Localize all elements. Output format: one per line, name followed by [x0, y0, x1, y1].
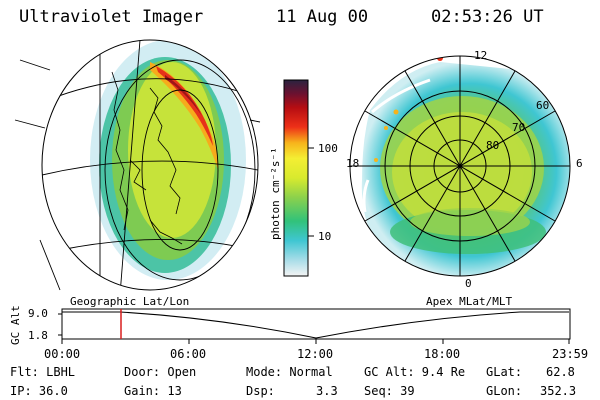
colorbar-tick-10: 10: [318, 230, 332, 243]
mlt-label-top: 12: [474, 49, 488, 62]
mlt-label-bottom: 0: [465, 277, 472, 290]
timeline-xtick-4: 23:59: [552, 347, 589, 361]
colorbar-tick-100: 100: [318, 142, 338, 155]
timeline-xtick-2: 12:00: [297, 347, 334, 361]
dsp-label: Dsp:: [246, 384, 275, 398]
gain-status: Gain: 13: [124, 384, 182, 398]
date-label: 11 Aug 00: [276, 7, 369, 27]
mlat-label-80: 80: [486, 139, 500, 152]
glat-label: GLat:: [486, 365, 523, 379]
glon-value: 352.3: [540, 384, 577, 398]
timeline-xtick-3: 18:00: [424, 347, 461, 361]
mlt-label-left: 18: [346, 157, 360, 170]
glon-label: GLon:: [486, 384, 523, 398]
left-panel-label: Geographic Lat/Lon: [70, 295, 190, 308]
gc-alt-status: GC Alt: 9.4 Re: [364, 365, 466, 379]
timeline-axis-label: GC Alt: [9, 305, 22, 345]
timeline-xtick-0: 00:00: [44, 347, 81, 361]
door-status: Door: Open: [124, 365, 197, 379]
ip-status: IP: 36.0: [10, 384, 68, 398]
polar-image: [349, 55, 571, 277]
mlt-label-right: 6: [576, 157, 583, 170]
colorbar-unit-label: photon cm⁻²s⁻¹: [269, 147, 282, 240]
mode-status: Mode: Normal: [246, 365, 333, 379]
timeline-ytick-high: 9.0: [28, 307, 48, 320]
seq-status: Seq: 39: [364, 384, 415, 398]
dsp-value: 3.3: [316, 384, 338, 398]
colorbar: [283, 79, 314, 277]
timeline-xtick-1: 06:00: [170, 347, 207, 361]
glat-value: 62.8: [546, 365, 575, 379]
time-label: 02:53:26 UT: [431, 7, 544, 27]
timeline-plot: [58, 308, 571, 344]
filter-status: Flt: LBHL: [10, 365, 76, 379]
instrument-title: Ultraviolet Imager: [19, 7, 204, 27]
geographic-image: [14, 39, 261, 291]
right-panel-label: Apex MLat/MLT: [426, 295, 513, 308]
mlat-label-60: 60: [536, 99, 550, 112]
timeline-ytick-low: 1.8: [28, 329, 48, 342]
mlat-label-70: 70: [512, 121, 526, 134]
